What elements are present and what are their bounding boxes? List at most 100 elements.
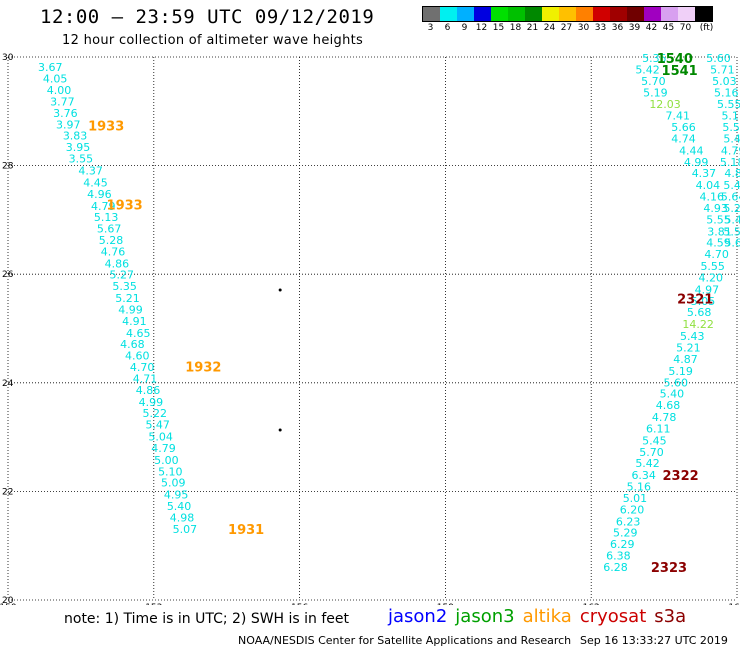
swh-value: 5.35	[112, 280, 137, 293]
swh-value: 4.87	[673, 353, 698, 366]
swh-value: 4.95	[164, 489, 189, 502]
swh-value: 5.03	[712, 75, 737, 88]
colorbar-swatch	[593, 7, 610, 21]
colorbar-label: 36	[611, 23, 624, 33]
colorbar-label: 18	[509, 23, 522, 33]
colorbar-swatch	[423, 7, 440, 21]
swh-value: 4.59	[706, 237, 731, 250]
colorbar-label: 21	[526, 23, 539, 33]
colorbar-label: 24	[543, 23, 556, 33]
swh-value: 5.2	[723, 202, 740, 215]
swh-value: 5.16	[714, 86, 739, 99]
swh-value: 4.20	[699, 271, 724, 284]
colorbar-swatch	[627, 7, 644, 21]
note-text: note: 1) Time is in UTC; 2) SWH is in fe…	[64, 611, 350, 627]
swh-value: 5.45	[642, 434, 667, 447]
colorbar-swatch	[695, 7, 712, 21]
page-subtitle: 12 hour collection of altimeter wave hei…	[62, 33, 364, 48]
swh-value: 4.71	[133, 372, 158, 385]
y-tick-label: 26	[2, 270, 14, 280]
location-dot	[278, 428, 282, 432]
colorbar-label: 42	[645, 23, 658, 33]
swh-value: 4.93	[703, 202, 728, 215]
timestamp-text: Sep 16 13:33:27 UTC 2019	[580, 634, 728, 647]
colorbar-label: 30	[577, 23, 590, 33]
colorbar-label: 45	[662, 23, 675, 33]
swh-value: 5.47	[145, 419, 170, 432]
colorbar	[422, 6, 713, 22]
swh-value: 4.8	[724, 167, 740, 180]
x-tick-label: 162	[583, 603, 600, 605]
swh-value: 5.10	[158, 465, 183, 478]
colorbar-swatch	[474, 7, 491, 21]
swh-value: 5.09	[161, 477, 186, 490]
swh-value: 4.68	[120, 338, 145, 351]
swh-value: 5.66	[671, 121, 696, 134]
swh-value: 4.05	[43, 73, 68, 86]
colorbar-swatch	[559, 7, 576, 21]
location-dot	[278, 288, 282, 292]
swh-value: 5.55	[706, 213, 731, 226]
legend-jason3: jason3	[455, 606, 515, 627]
swh-value: 5.21	[676, 342, 701, 355]
swh-value: 4.65	[126, 327, 151, 340]
swh-value: 5.35	[642, 52, 667, 65]
swh-value: 5.55	[717, 98, 740, 111]
swh-value: 3.55	[69, 153, 94, 166]
swh-value: 5.64	[721, 191, 740, 204]
swh-value: 3.77	[50, 96, 75, 109]
colorbar-swatch	[457, 7, 474, 21]
swh-value: 4.99	[139, 396, 164, 409]
colorbar-swatch	[542, 7, 559, 21]
swh-value: 4.45	[83, 176, 108, 189]
time-annotation: 2321	[677, 293, 713, 308]
swh-value: 5.01	[623, 492, 648, 505]
colorbar-swatch	[491, 7, 508, 21]
swh-value: 5.4	[724, 213, 740, 226]
swh-value: 5.4	[723, 179, 740, 192]
y-tick-label: 24	[2, 379, 14, 389]
swh-value: 5.05	[691, 295, 716, 308]
swh-value: 5.42	[635, 63, 660, 76]
swh-value: 5.13	[94, 211, 119, 224]
swh-value: 5.04	[148, 431, 173, 444]
time-annotation: 1931	[228, 523, 264, 538]
colorbar-swatch	[440, 7, 457, 21]
swh-value: 5.18	[720, 156, 740, 169]
colorbar-label: 39	[628, 23, 641, 33]
colorbar-swatch	[525, 7, 542, 21]
swh-value: 6.34	[631, 469, 656, 482]
x-tick-label: 150	[0, 603, 17, 605]
legend-jason2: jason2	[388, 606, 448, 627]
swh-value: 5.60	[664, 376, 689, 389]
swh-value: 5.68	[687, 306, 712, 319]
swh-value: 4.79	[91, 200, 116, 213]
time-annotation: 2322	[663, 469, 699, 484]
colorbar-label: 70	[679, 23, 692, 33]
altimeter-plot: 1501531561591621652022242628303.674.054.…	[0, 52, 740, 605]
time-annotation: 1541	[662, 64, 698, 79]
swh-value: 5.70	[639, 446, 664, 459]
colorbar-label: 9	[461, 23, 468, 33]
colorbar-swatch	[661, 7, 678, 21]
swh-value: 6.11	[646, 422, 671, 435]
colorbar-label: 6	[444, 23, 451, 33]
time-annotation: 1933	[88, 119, 124, 134]
swh-value: 4.37	[78, 164, 103, 177]
time-annotation: 1540	[657, 52, 693, 67]
swh-value: 5.19	[668, 365, 693, 378]
swh-value: 4.99	[118, 303, 143, 316]
time-annotation: 1933	[107, 199, 143, 214]
swh-value: 5.5	[723, 225, 740, 238]
swh-value: 4.37	[692, 167, 717, 180]
swh-value: 4.98	[170, 511, 195, 524]
swh-value: 4.79	[721, 144, 740, 157]
swh-value: 5.1	[721, 110, 739, 123]
swh-value: 6.29	[610, 538, 635, 551]
swh-value: 5.28	[99, 234, 124, 247]
swh-value: 4.70	[130, 361, 155, 374]
satellite-legend: jason2 jason3 altika cryosat s3a	[388, 606, 694, 627]
colorbar-swatch	[644, 7, 661, 21]
x-tick-label: 156	[291, 603, 308, 605]
colorbar-label: 3	[427, 23, 434, 33]
